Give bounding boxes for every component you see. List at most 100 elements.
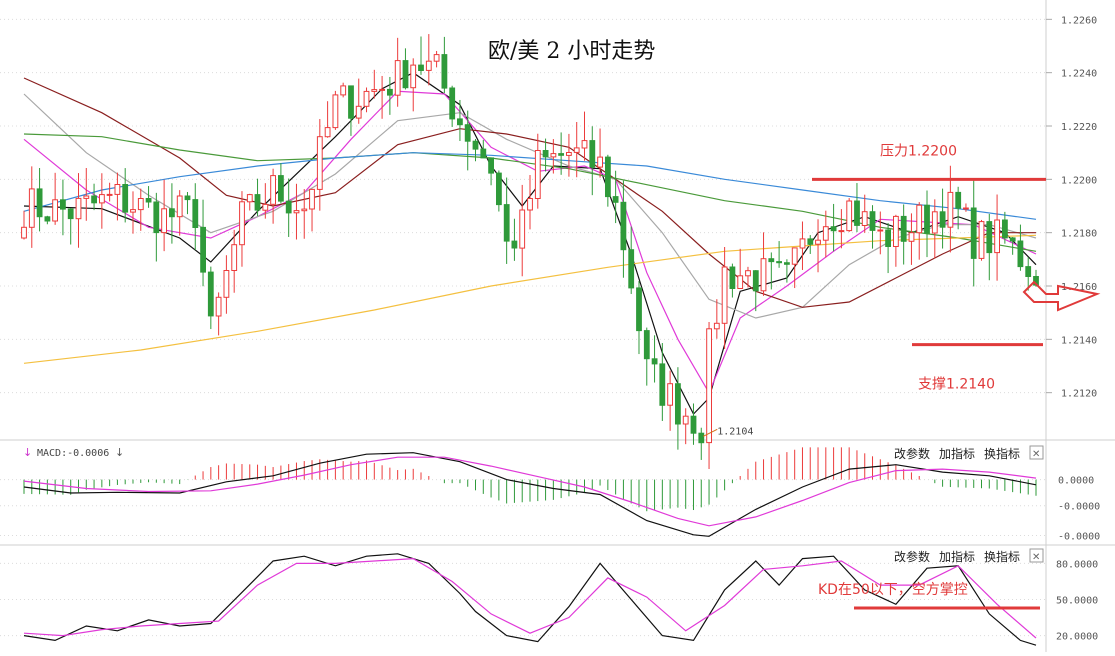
candle-body [885,229,892,247]
candle [36,167,43,232]
candle [340,82,347,98]
macd-switch-indicator-button[interactable]: 换指标 [984,446,1020,461]
candle [651,335,658,383]
kd-edit-params-button[interactable]: 改参数 [894,549,930,564]
candle-body [706,328,713,444]
kd-tick-label: 50.0000 [1056,596,1098,607]
candle-body [1025,266,1032,278]
candle [309,188,315,232]
macd-close-icon[interactable]: ✕ [1032,449,1040,460]
candle [402,48,409,90]
kd-close-icon[interactable]: ✕ [1032,552,1040,563]
direction-arrow-icon [1022,280,1101,312]
candle [815,219,821,273]
candle [285,178,292,237]
candle-body [861,211,868,226]
candle-body [503,204,510,242]
kd-annotation: KD在50以下，空方掌控 [818,582,968,598]
candle-body [457,118,463,126]
candle-body [682,415,689,425]
candle [441,36,448,94]
candle [262,183,269,219]
kd-close-box[interactable] [1029,548,1044,563]
candle-body [402,60,409,89]
candle [480,139,487,159]
candle-body [355,105,362,119]
candle-body [963,207,969,210]
candle-body [278,175,284,202]
candle-body [534,150,541,199]
candle [776,241,783,268]
candle-body [651,358,658,365]
candle-body [815,239,821,245]
candle-body [332,94,339,129]
candle [807,235,814,254]
candle-body [496,172,502,206]
candle [332,90,339,130]
candle-body [91,195,97,204]
candle-body [254,194,261,211]
candle-body [566,152,572,156]
candle [846,198,853,232]
candle-body [449,87,456,120]
candle [900,204,907,265]
candle-body [527,198,533,211]
candle-body [605,156,611,198]
candle [145,186,152,208]
candle [877,211,884,255]
candle [223,255,230,314]
candle-body [21,226,27,239]
y-tick-label: 1.2200 [1061,175,1097,186]
candle [449,85,456,127]
candle [527,174,533,230]
kd-add-indicator-button[interactable]: 加指标 [939,549,975,564]
kd-tick-label: 80.0000 [1056,559,1098,570]
candle-body [573,147,580,153]
main-annotations: 压力1.2200 支撑1.2140 1.2104 [703,143,1046,437]
candle [745,266,751,288]
candle [425,34,432,86]
candle [869,205,876,249]
candle [706,322,713,470]
candle [239,191,245,267]
macd-dea-line [23,456,1037,527]
candle [675,367,681,450]
candle [457,99,463,142]
candle-body [28,188,35,228]
candle [908,213,915,265]
candle-body [542,150,549,158]
candle-body [760,258,767,292]
chart-title: 欧/美 2 小时走势 [488,39,655,64]
candle-body [207,271,214,317]
candle [106,182,113,202]
candle-body [854,200,860,226]
candle [169,183,175,244]
macd-tick-label: -0.0000 [1058,502,1100,513]
macd-edit-params-button[interactable]: 改参数 [894,446,930,461]
candle-body [511,240,518,249]
macd-tick-label: 0.0000 [1058,476,1094,487]
macd-add-indicator-button[interactable]: 加指标 [939,446,975,461]
candle-body [784,262,790,265]
kd-switch-indicator-button[interactable]: 换指标 [984,549,1020,564]
candle [464,110,471,171]
candlestick-series [21,34,1039,470]
candle [713,299,720,339]
candle-body [931,211,938,234]
candle [768,252,775,290]
candle [387,76,393,115]
candle [861,194,868,233]
candle [822,210,829,258]
candle-body [597,156,604,168]
candle-body [737,275,744,289]
low-pointer [703,428,718,437]
candle [176,190,183,236]
candle-body [994,219,1001,254]
candle-body [114,184,121,195]
candle [667,370,674,431]
candle [184,192,191,215]
candle-body [99,194,105,204]
macd-close-box[interactable] [1029,445,1044,460]
candle-body [675,383,681,425]
